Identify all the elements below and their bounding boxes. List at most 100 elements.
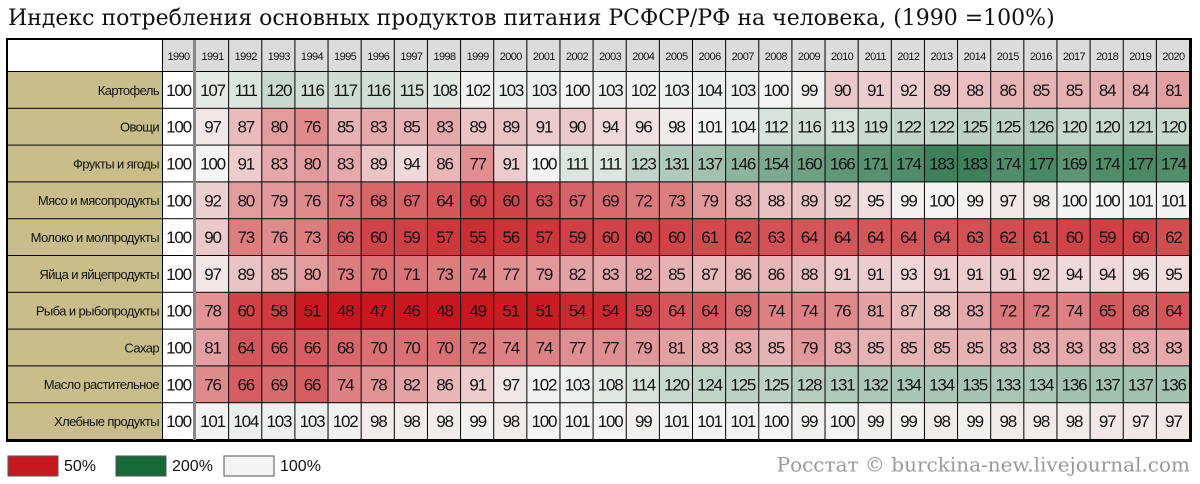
cell-value: 97 xyxy=(1000,191,1017,210)
cell-value: 100 xyxy=(166,265,192,284)
header-cell xyxy=(527,40,560,71)
header-cell xyxy=(759,40,792,71)
heat-cell xyxy=(958,366,991,403)
heat-cell xyxy=(394,256,427,292)
row-label-cell xyxy=(8,292,162,329)
cell-value: 88 xyxy=(801,265,818,284)
heat-cell xyxy=(858,182,891,219)
header-label-cell xyxy=(8,40,162,71)
heat-cell xyxy=(792,329,825,366)
heat-cell xyxy=(924,219,958,255)
row-label: Мясо и мясопродукты xyxy=(38,193,159,208)
cell-value: 85 xyxy=(933,338,950,357)
cell-value: 82 xyxy=(635,265,652,284)
cell-value: 98 xyxy=(1000,412,1017,431)
heat-cell xyxy=(825,182,858,219)
heat-cell xyxy=(659,219,692,255)
cell-value: 93 xyxy=(900,265,917,284)
cell-value: 56 xyxy=(503,228,520,247)
cell-value: 131 xyxy=(830,375,856,394)
heat-cell xyxy=(958,219,991,255)
cell-value: 64 xyxy=(668,302,685,321)
cell-value: 64 xyxy=(701,302,718,321)
cell-value: 77 xyxy=(503,265,520,284)
heat-cell xyxy=(991,403,1024,439)
heat-cell xyxy=(1024,219,1057,255)
heat-cell xyxy=(394,182,427,219)
heat-cell xyxy=(792,72,825,108)
heat-cell xyxy=(461,182,494,219)
cell-value: 85 xyxy=(966,338,983,357)
cell-value: 87 xyxy=(701,265,718,284)
heat-cell xyxy=(262,145,295,182)
cell-value: 98 xyxy=(1033,412,1050,431)
cell-value: 77 xyxy=(469,154,486,173)
heat-cell xyxy=(891,329,924,366)
heat-cell xyxy=(163,182,193,219)
heat-cell xyxy=(560,256,593,292)
cell-value: 74 xyxy=(469,265,486,284)
heat-cell xyxy=(560,182,593,219)
heat-cell xyxy=(726,366,759,403)
heat-cell xyxy=(792,182,825,219)
cell-value: 108 xyxy=(432,81,458,100)
cell-value: 73 xyxy=(237,228,254,247)
heat-cell xyxy=(1123,219,1156,255)
heat-cell xyxy=(1090,329,1123,366)
heat-cell xyxy=(163,108,193,145)
heat-cell xyxy=(560,329,593,366)
cell-value: 101 xyxy=(697,118,723,137)
cell-value: 59 xyxy=(403,228,420,247)
cell-value: 55 xyxy=(469,228,486,247)
heat-cell xyxy=(461,403,494,439)
cell-value: 62 xyxy=(1165,228,1182,247)
heat-cell xyxy=(759,292,792,329)
cell-value: 100 xyxy=(166,228,192,247)
chart-title: Индекс потребления основных продуктов пи… xyxy=(8,6,1055,31)
heat-cell xyxy=(196,329,229,366)
cell-value: 87 xyxy=(900,302,917,321)
heat-cell xyxy=(295,72,328,108)
heat-cell xyxy=(991,219,1024,255)
cell-value: 57 xyxy=(536,228,553,247)
heat-cell xyxy=(361,145,394,182)
cell-value: 83 xyxy=(734,191,751,210)
heat-cell xyxy=(394,108,427,145)
heat-cell xyxy=(1090,292,1123,329)
heat-cell xyxy=(1090,182,1123,219)
heat-cell xyxy=(693,72,726,108)
header-cell xyxy=(1024,40,1057,71)
cell-value: 98 xyxy=(1033,191,1050,210)
heat-cell xyxy=(891,219,924,255)
cell-value: 100 xyxy=(565,81,591,100)
cell-value: 100 xyxy=(166,302,192,321)
cell-value: 99 xyxy=(469,412,486,431)
column-label: 2001 xyxy=(533,51,556,63)
cell-value: 70 xyxy=(370,265,387,284)
cell-value: 59 xyxy=(635,302,652,321)
heat-cell xyxy=(461,72,494,108)
cell-value: 160 xyxy=(797,154,823,173)
cell-value: 113 xyxy=(830,118,854,137)
cell-value: 78 xyxy=(370,375,387,394)
cell-value: 125 xyxy=(995,118,1021,137)
heat-cell xyxy=(858,292,891,329)
cell-value: 83 xyxy=(602,265,619,284)
cell-value: 64 xyxy=(933,228,950,247)
cell-value: 122 xyxy=(929,118,955,137)
heat-cell xyxy=(394,292,427,329)
heat-cell xyxy=(461,145,494,182)
heat-cell xyxy=(759,72,792,108)
header-cell xyxy=(295,40,328,71)
cell-value: 99 xyxy=(635,412,652,431)
heat-cell xyxy=(361,108,394,145)
cell-value: 99 xyxy=(900,412,917,431)
heat-cell xyxy=(1057,366,1090,403)
heat-cell xyxy=(1024,366,1057,403)
heat-cell xyxy=(1123,403,1156,439)
cell-value: 100 xyxy=(929,191,955,210)
cell-value: 61 xyxy=(1033,228,1050,247)
cell-value: 101 xyxy=(664,412,690,431)
heat-cell xyxy=(593,108,626,145)
cell-value: 70 xyxy=(370,338,387,357)
